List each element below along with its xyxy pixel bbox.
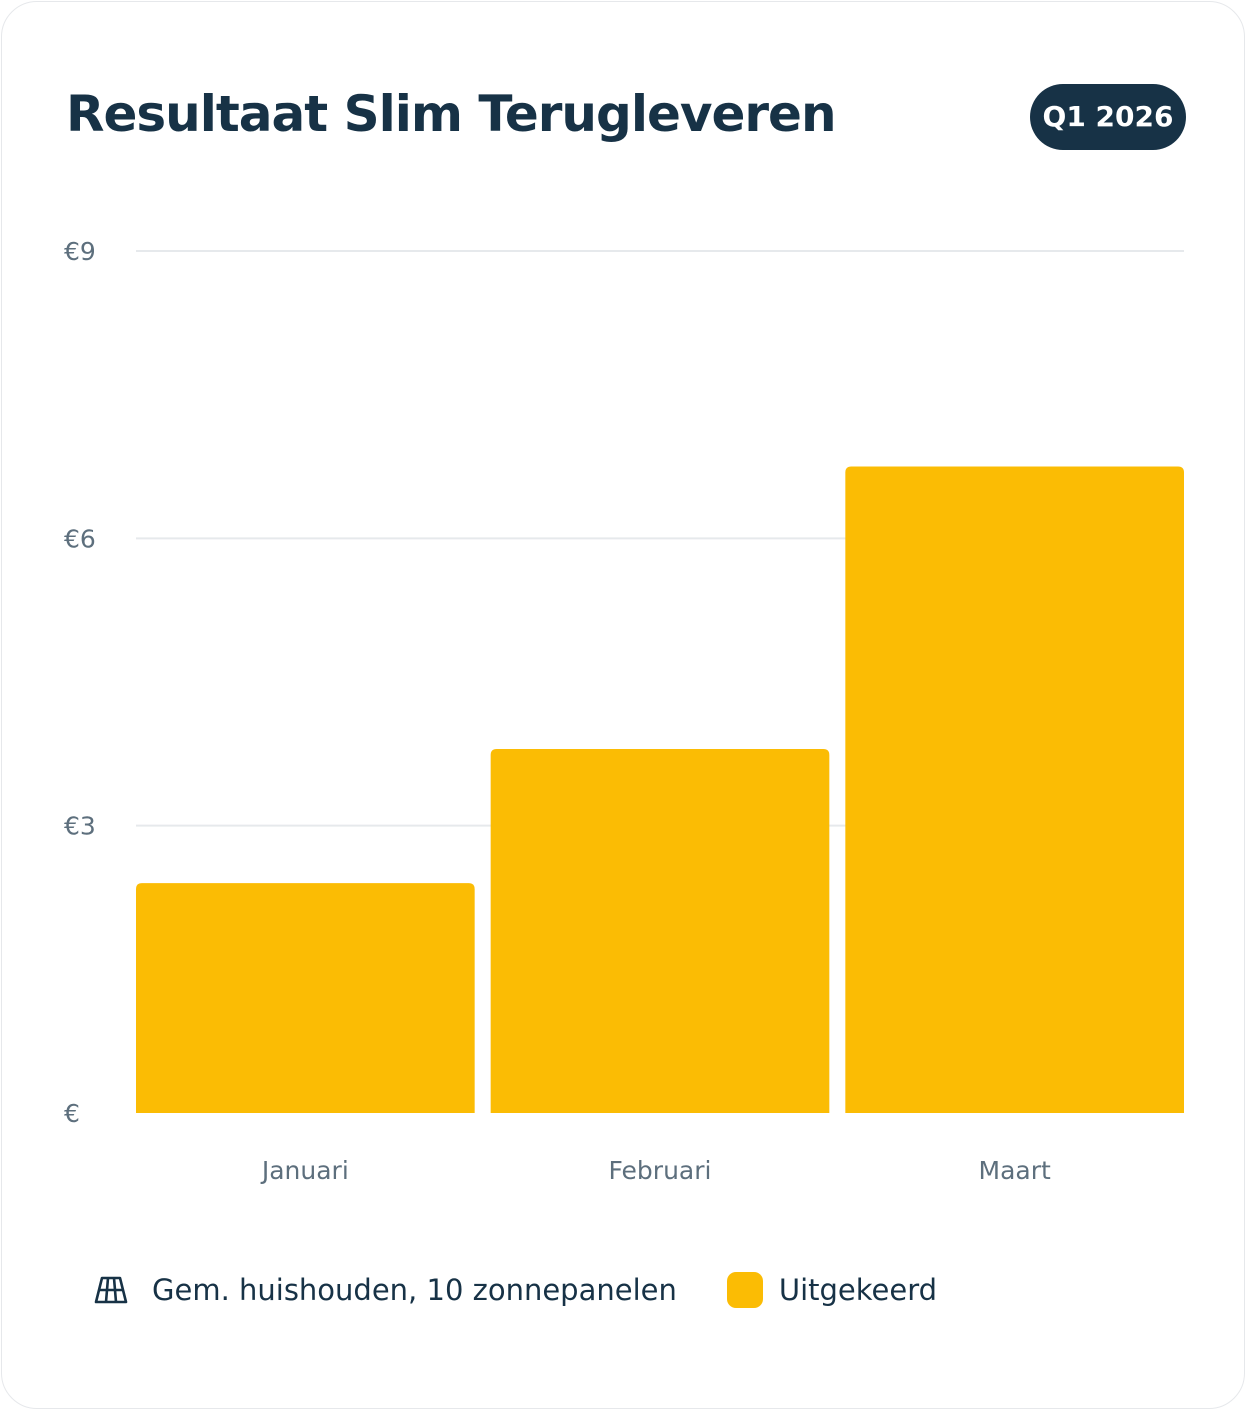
x-tick-label: Februari — [609, 1156, 712, 1185]
y-axis-tick-labels: € €3 €6 €9 — [64, 237, 96, 1128]
x-tick-label: Maart — [979, 1156, 1051, 1185]
bars — [136, 466, 1184, 1113]
y-tick-label: € — [64, 1099, 80, 1128]
bar-februari — [490, 749, 830, 1113]
x-axis-tick-labels: Januari Februari Maart — [260, 1156, 1051, 1185]
y-tick-label: €3 — [64, 812, 96, 841]
legend: Gem. huishouden, 10 zonnepanelen Uitgeke… — [94, 1266, 937, 1314]
y-tick-label: €6 — [64, 524, 96, 553]
legend-series-swatch — [726, 1272, 763, 1308]
legend-context-label: Gem. huishouden, 10 zonnepanelen — [152, 1273, 677, 1307]
bar-maart — [845, 466, 1184, 1113]
period-badge: Q1 2026 — [1030, 84, 1186, 150]
bar-januari — [136, 883, 475, 1113]
y-tick-label: €9 — [64, 237, 96, 266]
legend-series-label: Uitgekeerd — [778, 1273, 938, 1307]
x-tick-label: Januari — [260, 1156, 349, 1185]
solar-panel-icon — [94, 1275, 128, 1305]
chart-title: Resultaat Slim Terugleveren — [66, 85, 837, 143]
